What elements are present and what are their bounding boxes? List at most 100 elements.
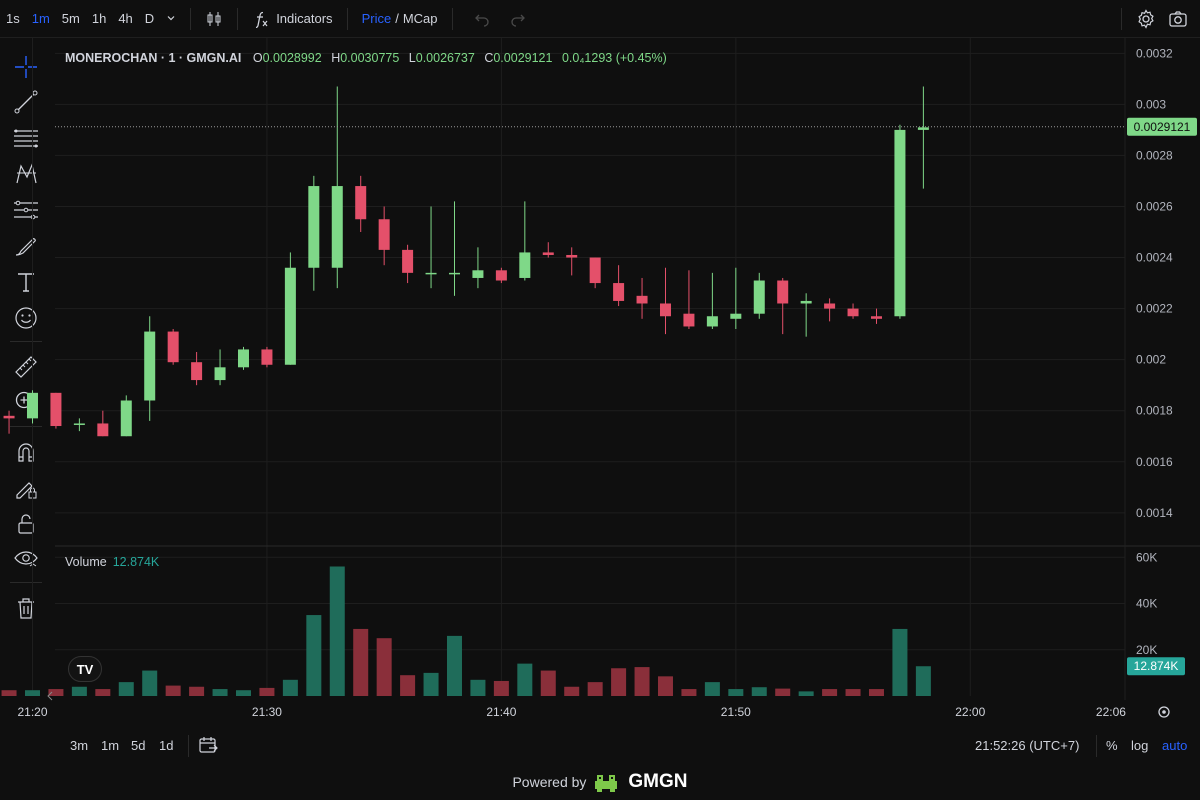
screenshot-button[interactable] <box>1162 9 1194 29</box>
range-1d[interactable]: 1d <box>159 738 174 753</box>
candle-body[interactable] <box>3 415 15 419</box>
fib-retracement-tool[interactable] <box>12 124 40 152</box>
goto-date-button[interactable] <box>198 735 218 758</box>
bottombar-divider <box>1096 735 1097 757</box>
settings-button[interactable] <box>1130 8 1162 29</box>
timeframe-5m[interactable]: 5m <box>61 10 80 26</box>
candle-body[interactable] <box>894 129 906 317</box>
candle-body[interactable] <box>261 349 273 365</box>
candle-body[interactable] <box>683 313 695 327</box>
brush-tool[interactable] <box>12 232 40 260</box>
candle-body[interactable] <box>659 303 671 317</box>
emoji-tool[interactable] <box>12 304 40 332</box>
tradingview-logo[interactable]: TV <box>68 656 102 682</box>
timeframe-1h[interactable]: 1h <box>91 10 107 26</box>
forecast-tool[interactable] <box>12 196 40 224</box>
price-tick-label: 0.0016 <box>1136 455 1173 469</box>
candle-body[interactable] <box>120 400 132 437</box>
smiley-icon <box>15 307 37 329</box>
candle-body[interactable] <box>191 362 203 381</box>
mcap-option[interactable]: MCap <box>402 11 438 26</box>
candle-body[interactable] <box>730 313 742 319</box>
scroll-left-icon[interactable] <box>47 691 53 701</box>
candle-body[interactable] <box>753 280 765 314</box>
top-toolbar: 1s 1m 5m 1h 4h D Indicators Price / MCap <box>0 0 1200 38</box>
candle-body[interactable] <box>636 295 648 304</box>
volume-bar <box>1 690 17 696</box>
candle-body[interactable] <box>800 300 812 304</box>
candle-body[interactable] <box>542 252 554 255</box>
undo-button[interactable] <box>467 10 497 28</box>
candle-body[interactable] <box>167 331 179 363</box>
text-tool[interactable] <box>12 268 40 296</box>
time-axis-settings-button[interactable] <box>1158 706 1170 718</box>
time-tick-label: 22:00 <box>955 705 985 719</box>
high-label: H <box>331 51 341 65</box>
timeframe-dropdown-chevron-icon[interactable] <box>160 0 182 38</box>
price-axis[interactable]: 0.0014 0.0016 0.0018 0.002 0.0022 0.0024 0.002… <box>1127 46 1197 520</box>
candle-body[interactable] <box>777 280 789 304</box>
range-3m[interactable]: 3m <box>70 738 89 753</box>
candle-body[interactable] <box>50 392 62 427</box>
volume-bar <box>282 679 298 696</box>
volume-bar <box>423 672 439 696</box>
high-value: 0.0030775 <box>340 51 400 65</box>
candle-body[interactable] <box>613 283 625 301</box>
timeframe-1m[interactable]: 1m <box>31 10 50 26</box>
volume-bar <box>822 689 838 696</box>
candle-body[interactable] <box>589 257 601 284</box>
price-mcap-toggle[interactable]: Price / MCap <box>356 11 444 26</box>
candle-body[interactable] <box>425 272 437 275</box>
measure-tool[interactable] <box>12 353 40 381</box>
log-scale-toggle[interactable]: log <box>1131 738 1149 753</box>
candle-body[interactable] <box>519 252 531 278</box>
candle-body[interactable] <box>284 267 296 365</box>
price-option[interactable]: Price <box>361 11 392 26</box>
candle-body[interactable] <box>237 349 249 368</box>
volume-bar <box>775 688 791 696</box>
candle-type-button[interactable] <box>199 10 229 28</box>
candle-body[interactable] <box>706 316 718 327</box>
lock-icon <box>18 514 34 534</box>
candle-body[interactable] <box>26 392 38 419</box>
redo-button[interactable] <box>503 10 533 28</box>
candle-body[interactable] <box>97 423 109 437</box>
candle-body[interactable] <box>73 423 85 425</box>
low-value: 0.0026737 <box>415 51 475 65</box>
candle-body[interactable] <box>214 367 226 381</box>
clock-readout[interactable]: 21:52:26 (UTC+7) <box>975 738 1080 753</box>
volume-axis[interactable]: 20K 40K 60K 12.874K <box>1127 550 1185 676</box>
candle-body[interactable] <box>824 303 836 309</box>
candle-body[interactable] <box>331 186 343 268</box>
timeframe-1s[interactable]: 1s <box>6 10 20 26</box>
percent-scale-toggle[interactable]: % <box>1106 738 1118 753</box>
candle-body[interactable] <box>144 331 156 401</box>
candle-body[interactable] <box>495 270 507 281</box>
candle-body[interactable] <box>472 270 484 278</box>
candle-body[interactable] <box>847 308 859 317</box>
candle-body[interactable] <box>917 127 929 130</box>
timeframe-4h[interactable]: 4h <box>118 10 133 26</box>
price-chart[interactable]: 0.0014 0.0016 0.0018 0.002 0.0022 0.0024 0.002… <box>0 0 1200 732</box>
candle-body[interactable] <box>870 316 882 319</box>
range-5d[interactable]: 5d <box>131 738 146 753</box>
hide-drawings-tool[interactable] <box>12 545 40 573</box>
candle-body[interactable] <box>355 186 367 220</box>
powered-by-label: Powered by <box>512 774 587 790</box>
price-mcap-slash: / <box>395 11 399 26</box>
last-volume-tag-label: 12.874K <box>1134 659 1179 673</box>
lock-all-tool[interactable] <box>12 510 40 538</box>
candle-body[interactable] <box>402 249 414 273</box>
candle-body[interactable] <box>378 219 390 250</box>
indicators-button[interactable]: Indicators <box>246 10 338 28</box>
range-1m[interactable]: 1m <box>101 738 120 753</box>
candle-body[interactable] <box>308 186 320 268</box>
candle-body[interactable] <box>448 272 460 275</box>
auto-scale-toggle[interactable]: auto <box>1162 738 1188 753</box>
crosshair-tool[interactable] <box>12 53 40 81</box>
timeframe-d[interactable]: D <box>144 10 155 26</box>
candle-body[interactable] <box>566 254 578 258</box>
delete-drawings-tool[interactable] <box>12 594 40 622</box>
volume-bar <box>118 682 134 696</box>
